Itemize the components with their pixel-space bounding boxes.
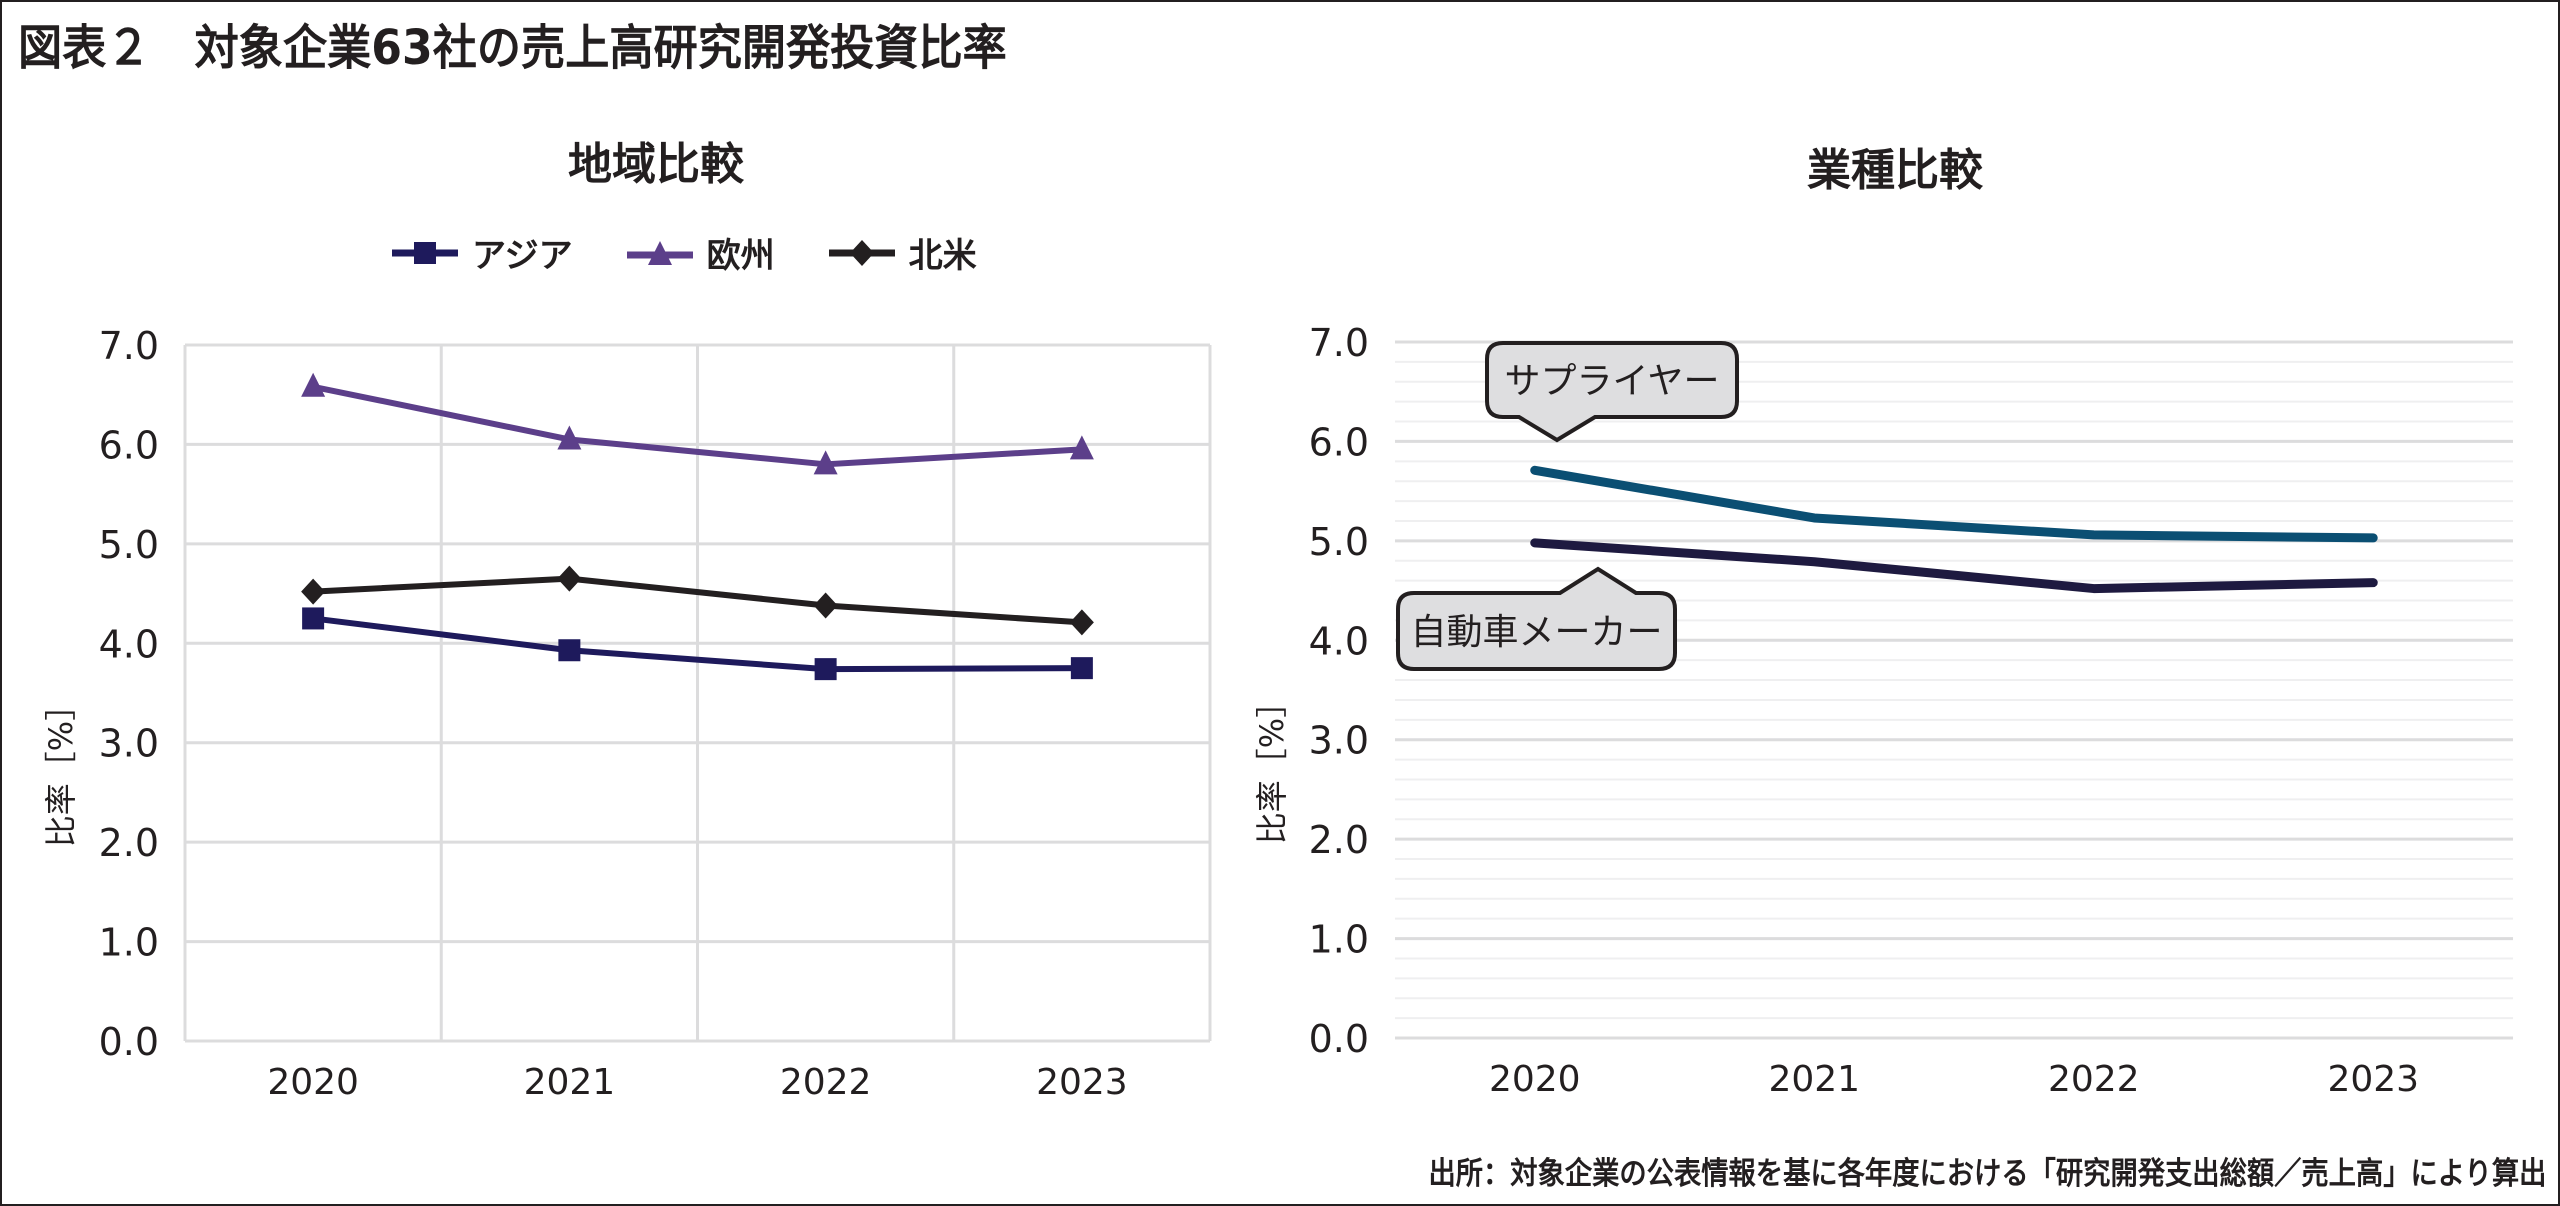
data-point-diamond (1069, 609, 1094, 636)
triangle-marker-icon (626, 240, 693, 265)
y-tick-label: 1.0 (1309, 918, 1369, 962)
legend-label: アジア (472, 236, 573, 276)
y-tick-label: 6.0 (1309, 420, 1369, 464)
x-tick-label: 2022 (780, 1062, 872, 1103)
x-tick-label: 2022 (2048, 1059, 2140, 1100)
series-line (1530, 538, 2378, 594)
callout-bubble (1485, 341, 1739, 443)
callout-label: サプライヤー (1505, 361, 1720, 402)
y-tick-label: 7.0 (1309, 321, 1369, 365)
legend-label: 欧州 (706, 236, 775, 276)
legend-item-north-america: 北米 (827, 228, 977, 277)
data-point-diamond (557, 565, 582, 592)
data-point-triangle (813, 450, 838, 475)
x-tick-label: 2021 (524, 1062, 616, 1103)
callout-bubble (1396, 566, 1677, 671)
y-tick-label: 0.0 (99, 1020, 159, 1064)
series-line (1530, 465, 2378, 543)
figure-title: 図表２ 対象企業63社の売上高研究開発投資比率 (18, 20, 1007, 76)
x-tick-label: 2021 (1768, 1059, 1860, 1100)
x-tick-label: 2020 (267, 1062, 359, 1103)
legend-label: 北米 (908, 236, 977, 276)
callout-automaker: 自動車メーカー (1396, 566, 1677, 671)
data-point-triangle (557, 425, 582, 450)
y-tick-label: 3.0 (1309, 719, 1369, 763)
y-tick-label: 4.0 (1309, 619, 1369, 663)
data-point-diamond (301, 578, 326, 605)
square-marker-icon (392, 241, 458, 264)
x-tick-label: 2020 (1489, 1059, 1581, 1100)
y-tick-label: 3.0 (99, 722, 159, 766)
y-tick-label: 2.0 (1309, 818, 1369, 862)
y-tick-label: 2.0 (99, 821, 159, 865)
data-point-square (1070, 657, 1093, 680)
x-tick-label: 2023 (1036, 1062, 1128, 1103)
x-tick-label: 2023 (2327, 1059, 2419, 1100)
callout-supplier: サプライヤー (1485, 341, 1739, 443)
data-point-triangle (301, 372, 326, 397)
industry-chart: 0.0 1.0 2.0 3.0 4.0 5.0 6.0 7.0 2020 2021 2022 2023… (1253, 321, 2513, 1100)
data-point-triangle (1069, 435, 1094, 460)
y-tick-label: 7.0 (99, 324, 159, 368)
y-tick-label: 5.0 (1309, 520, 1369, 564)
y-tick-label: 4.0 (99, 622, 159, 666)
region-legend: アジア 欧州 北米 (390, 228, 977, 277)
region-chart: 0.0 1.0 2.0 3.0 4.0 5.0 6.0 7.0 2020 2021 2022 2023… (42, 324, 1212, 1103)
y-tick-label: 0.0 (1309, 1017, 1369, 1061)
legend-item-europe: 欧州 (625, 228, 775, 277)
series-line (310, 575, 1085, 626)
source-note: 出所：対象企業の公表情報を基に各年度における「研究開発支出総額／売上高」により算… (1428, 1156, 2546, 1192)
industry-chart-title: 業種比較 (1807, 145, 1983, 196)
data-point-diamond (813, 592, 838, 619)
data-point-square (302, 607, 325, 630)
y-tick-label: 1.0 (99, 921, 159, 965)
diamond-marker-icon (828, 239, 895, 266)
y-tick-label: 6.0 (99, 423, 159, 467)
callout-label: 自動車メーカー (1410, 612, 1662, 653)
data-point-square (814, 658, 837, 681)
legend-item-asia: アジア (390, 228, 573, 277)
y-axis-label: 比率［%］ (1253, 686, 1291, 844)
y-tick-label: 5.0 (99, 523, 159, 567)
series-line (310, 383, 1085, 468)
data-point-square (558, 639, 581, 662)
region-chart-title: 地域比較 (568, 139, 744, 190)
y-axis-label: 比率［%］ (42, 689, 80, 847)
series-line (310, 615, 1085, 673)
